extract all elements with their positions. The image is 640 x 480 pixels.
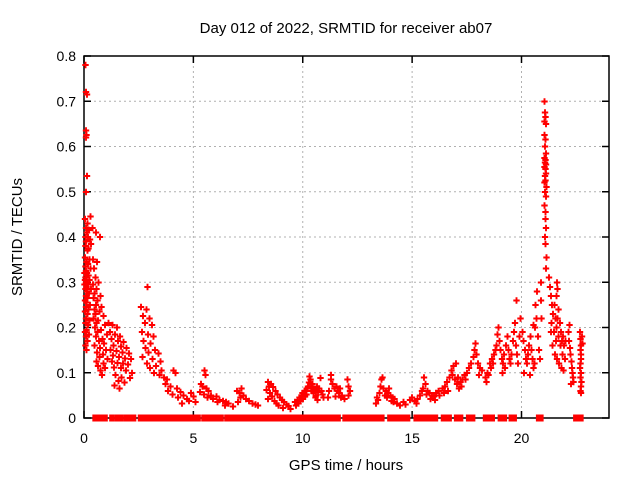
zero-value-markers bbox=[92, 414, 584, 422]
zero-run bbox=[342, 414, 356, 422]
y-tick-label: 0.3 bbox=[57, 274, 77, 290]
y-tick-label: 0.1 bbox=[57, 365, 77, 381]
zero-run bbox=[150, 414, 164, 422]
zero-mark bbox=[97, 414, 101, 422]
zero-run bbox=[99, 414, 107, 422]
zero-run bbox=[413, 414, 427, 422]
zero-run bbox=[353, 414, 385, 422]
zero-mark bbox=[482, 414, 486, 422]
y-tick-label: 0.4 bbox=[57, 229, 77, 245]
zero-mark bbox=[487, 414, 491, 422]
zero-run bbox=[387, 414, 408, 422]
x-tick-label: 20 bbox=[514, 430, 530, 446]
zero-run bbox=[224, 414, 241, 422]
zero-mark bbox=[484, 414, 488, 422]
y-tick-label: 0.5 bbox=[57, 184, 77, 200]
zero-run bbox=[272, 414, 283, 422]
x-tick-label: 15 bbox=[404, 430, 420, 446]
axis-ticks bbox=[83, 55, 609, 419]
chart-title: Day 012 of 2022, SRMTID for receiver ab0… bbox=[200, 20, 493, 37]
zero-mark bbox=[285, 414, 289, 422]
zero-run bbox=[573, 414, 584, 422]
zero-run bbox=[440, 414, 450, 422]
grid-lines bbox=[84, 56, 609, 418]
zero-run bbox=[306, 414, 315, 422]
zero-run bbox=[238, 414, 265, 422]
zero-mark bbox=[287, 414, 291, 422]
zero-mark bbox=[448, 414, 452, 422]
zero-mark bbox=[289, 414, 292, 422]
zero-run bbox=[137, 414, 153, 422]
zero-mark bbox=[447, 414, 451, 422]
zero-mark bbox=[109, 414, 113, 422]
y-tick-label: 0.2 bbox=[57, 320, 77, 336]
y-tick-label: 0.8 bbox=[57, 48, 77, 64]
zero-mark bbox=[490, 414, 494, 422]
zero-mark bbox=[488, 414, 492, 422]
y-tick-label: 0 bbox=[68, 410, 76, 426]
zero-run bbox=[497, 414, 508, 422]
zero-mark bbox=[111, 414, 115, 422]
zero-run bbox=[263, 414, 274, 422]
zero-mark bbox=[92, 414, 96, 422]
zero-mark bbox=[282, 414, 285, 422]
zero-run bbox=[465, 414, 476, 422]
x-tick-label: 5 bbox=[189, 430, 197, 446]
zero-run bbox=[162, 414, 184, 422]
zero-mark bbox=[283, 414, 287, 422]
x-tick-label: 10 bbox=[295, 430, 311, 446]
x-axis-label: GPS time / hours bbox=[289, 457, 403, 474]
zero-run bbox=[508, 414, 517, 422]
zero-mark bbox=[98, 414, 102, 422]
zero-mark bbox=[114, 414, 118, 422]
zero-run bbox=[123, 414, 137, 422]
zero-run bbox=[292, 414, 307, 422]
zero-run bbox=[312, 414, 325, 422]
zero-run bbox=[115, 414, 124, 422]
scatter-points bbox=[81, 61, 586, 413]
tick-labels: 0 5 10 15 20 0 0.1 0.2 0.3 0.4 0.5 0.6 0.7 0.8 bbox=[57, 48, 530, 446]
x-tick-label: 0 bbox=[80, 430, 88, 446]
y-axis-label: SRMTID / TECUs bbox=[9, 178, 26, 296]
zero-run bbox=[182, 414, 201, 422]
data-point-markers bbox=[81, 61, 586, 413]
zero-mark bbox=[492, 414, 495, 422]
zero-mark bbox=[485, 414, 489, 422]
zero-run bbox=[535, 414, 544, 422]
zero-run bbox=[425, 414, 439, 422]
y-tick-label: 0.7 bbox=[57, 93, 77, 109]
zero-run bbox=[322, 414, 341, 422]
zero-mark bbox=[407, 414, 411, 422]
zero-run bbox=[453, 414, 464, 422]
zero-mark bbox=[104, 414, 108, 422]
zero-run bbox=[201, 414, 224, 422]
y-tick-label: 0.6 bbox=[57, 139, 77, 155]
